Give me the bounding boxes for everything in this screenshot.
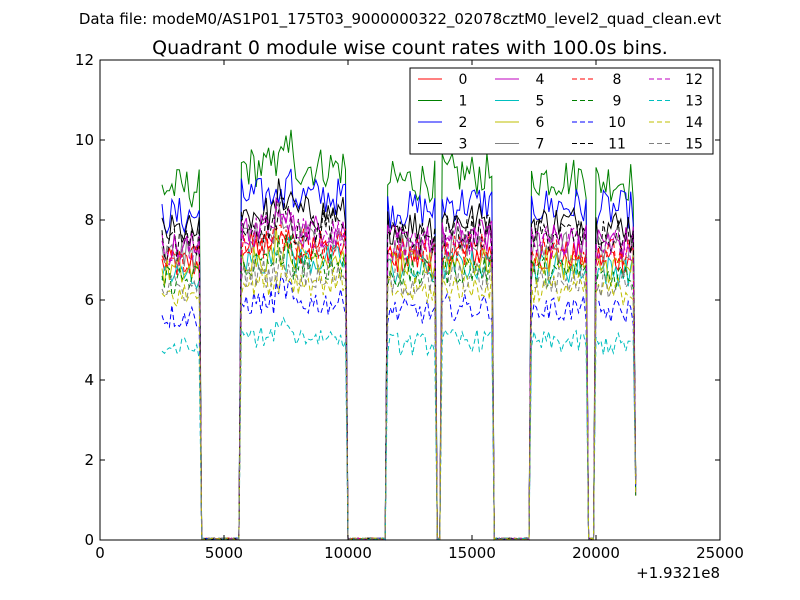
y-tick-label: 10 — [75, 131, 94, 149]
chart-suptitle: Data file: modeM0/AS1P01_175T03_90000003… — [79, 10, 721, 29]
legend-label-4: 4 — [536, 72, 545, 88]
legend-label-6: 6 — [536, 115, 545, 131]
x-tick-label: 20000 — [572, 544, 620, 562]
y-tick-label: 6 — [84, 291, 94, 309]
y-tick-label: 12 — [75, 51, 94, 69]
legend-label-10: 10 — [608, 115, 626, 131]
series-lines — [161, 129, 637, 541]
y-tick-label: 8 — [84, 211, 94, 229]
series-line-1 — [161, 129, 637, 541]
x-tick-label: 0 — [95, 544, 105, 562]
legend-label-11: 11 — [608, 137, 626, 153]
chart-title: Quadrant 0 module wise count rates with … — [152, 37, 668, 59]
series-line-12 — [161, 206, 637, 541]
legend-label-13: 13 — [685, 94, 703, 110]
legend-label-3: 3 — [459, 137, 468, 153]
series-line-14 — [161, 263, 637, 541]
legend-label-0: 0 — [459, 72, 468, 88]
legend-label-5: 5 — [536, 94, 545, 110]
series-line-8 — [161, 224, 637, 541]
legend-label-15: 15 — [685, 137, 703, 153]
series-line-15 — [161, 250, 637, 541]
series-line-9 — [161, 234, 637, 541]
y-tick-label: 4 — [84, 371, 94, 389]
legend-label-12: 12 — [685, 72, 703, 88]
series-line-11 — [161, 197, 637, 541]
x-tick-label: 10000 — [324, 544, 372, 562]
series-line-2 — [161, 168, 637, 541]
series-line-6 — [161, 226, 637, 541]
x-tick-label: 15000 — [448, 544, 496, 562]
legend-label-7: 7 — [536, 137, 545, 153]
series-line-10 — [161, 274, 637, 541]
legend-label-1: 1 — [459, 94, 468, 110]
legend-label-2: 2 — [459, 115, 468, 131]
series-line-13 — [161, 316, 637, 541]
legend-label-8: 8 — [613, 72, 622, 88]
x-tick-label: 25000 — [696, 544, 744, 562]
y-tick-label: 0 — [84, 531, 94, 549]
legend-label-9: 9 — [613, 94, 622, 110]
legend-label-14: 14 — [685, 115, 703, 131]
y-tick-label: 2 — [84, 451, 94, 469]
x-offset-label: +1.9321e8 — [636, 564, 720, 582]
x-tick-label: 5000 — [205, 544, 243, 562]
legend-box — [409, 67, 714, 155]
